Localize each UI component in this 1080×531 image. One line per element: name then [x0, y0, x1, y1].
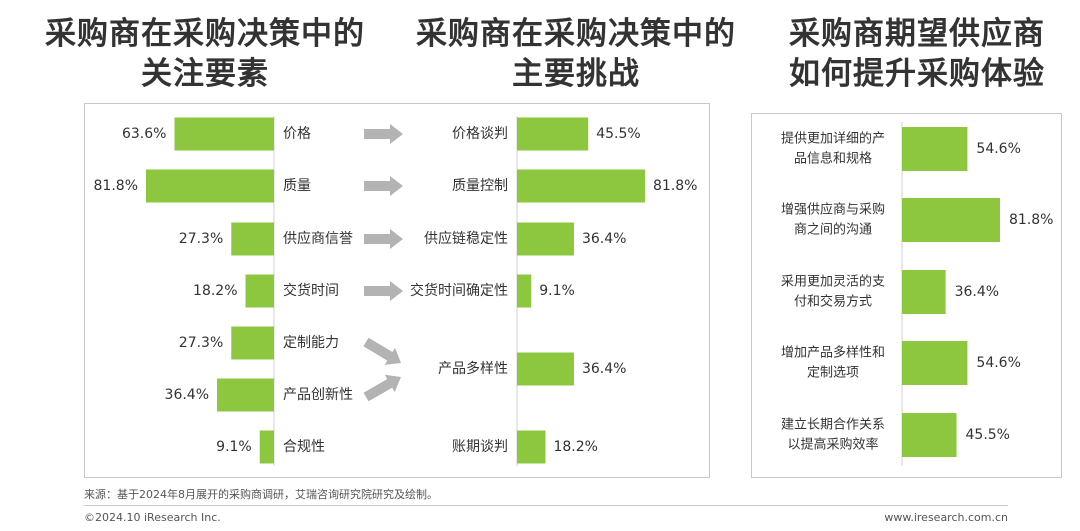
- left-bar: [174, 117, 274, 151]
- middle-value-label: 45.5%: [596, 126, 640, 142]
- left-category-label: 交货时间: [283, 282, 339, 299]
- right-bar: [902, 198, 1000, 242]
- left-category-label: 定制能力: [283, 335, 339, 351]
- middle-value-label: 9.1%: [539, 283, 575, 299]
- arrow-icon: [363, 374, 401, 402]
- left-value-label: 18.2%: [193, 283, 237, 299]
- middle-value-label: 81.8%: [653, 178, 697, 194]
- left-category-label: 供应商信誉: [283, 230, 353, 247]
- middle-category-label: 产品多样性: [438, 360, 508, 377]
- copyright: ©2024.10 iResearch Inc.: [84, 511, 221, 524]
- right-category-label: 采用更加灵活的支: [781, 274, 885, 290]
- left-value-label: 81.8%: [94, 178, 138, 194]
- left-bar: [146, 169, 274, 203]
- middle-category-label: 价格谈判: [452, 126, 508, 142]
- chart-title-expectations: 采购商期望供应商 如何提升采购体验: [762, 14, 1072, 94]
- left-value-label: 27.3%: [179, 335, 223, 351]
- middle-bar: [517, 117, 589, 151]
- left-bar: [231, 326, 274, 360]
- chart-title-challenges: 采购商在采购决策中的 主要挑战: [390, 14, 762, 94]
- left-value-label: 63.6%: [122, 126, 166, 142]
- right-category-label: 建立长期合作关系: [781, 418, 885, 433]
- right-category-label: 定制选项: [807, 366, 859, 381]
- left-bar: [217, 378, 274, 412]
- arrow-icon: [364, 176, 403, 196]
- left-category-label: 质量: [283, 178, 311, 194]
- right-bar: [902, 341, 968, 385]
- left-bar: [231, 222, 274, 256]
- left-value-label: 36.4%: [165, 387, 209, 403]
- right-value-label: 45.5%: [966, 427, 1010, 443]
- right-category-label: 品信息和规格: [794, 151, 872, 167]
- middle-bar: [517, 430, 546, 464]
- left-bar: [245, 274, 274, 308]
- middle-bar: [517, 274, 532, 308]
- source-note: 来源：基于2024年8月展开的采购商调研，艾瑞咨询研究院研究及绘制。: [84, 488, 438, 501]
- arrow-icon: [363, 337, 401, 365]
- left-value-label: 27.3%: [179, 231, 223, 247]
- right-value-label: 81.8%: [1009, 212, 1053, 228]
- middle-value-label: 36.4%: [582, 231, 626, 247]
- middle-category-label: 账期谈判: [452, 439, 508, 455]
- right-bar: [902, 413, 957, 457]
- left-bar: [259, 430, 274, 464]
- right-category-label: 付和交易方式: [794, 294, 872, 310]
- right-bar: [902, 270, 946, 314]
- chart-title-factors: 采购商在采购决策中的 关注要素: [20, 14, 390, 94]
- left-value-label: 9.1%: [216, 439, 252, 455]
- title-line: 如何提升采购体验: [789, 56, 1045, 92]
- right-category-label: 增强供应商与采购: [781, 202, 885, 218]
- title-line: 采购商在采购决策中的: [45, 16, 365, 52]
- middle-category-label: 交货时间确定性: [410, 282, 508, 299]
- left-category-label: 产品创新性: [283, 387, 353, 403]
- right-value-label: 54.6%: [976, 141, 1020, 157]
- middle-value-label: 18.2%: [553, 439, 597, 455]
- middle-value-label: 36.4%: [582, 361, 626, 377]
- right-category-label: 增加产品多样性和: [781, 345, 885, 361]
- right-category-label: 以提高采购效率: [787, 437, 878, 453]
- arrow-icon: [364, 281, 403, 301]
- right-value-label: 36.4%: [955, 284, 999, 300]
- right-category-label: 提供更加详细的产: [781, 131, 885, 147]
- title-line: 主要挑战: [512, 56, 640, 92]
- right-value-label: 54.6%: [976, 355, 1020, 371]
- website-url: www.iresearch.com.cn: [884, 511, 1008, 524]
- title-line: 采购商在采购决策中的: [416, 16, 736, 52]
- middle-bar: [517, 222, 574, 256]
- arrow-icon: [364, 229, 403, 249]
- arrow-icon: [364, 124, 403, 144]
- title-line: 采购商期望供应商: [789, 16, 1045, 52]
- left-category-label: 价格: [283, 126, 311, 142]
- middle-bar: [517, 169, 645, 203]
- footer-divider: [84, 505, 1008, 506]
- left-category-label: 合规性: [283, 439, 325, 455]
- right-category-label: 商之间的沟通: [794, 222, 872, 238]
- title-line: 关注要素: [141, 56, 269, 92]
- right-bar: [902, 127, 968, 171]
- middle-category-label: 质量控制: [452, 178, 508, 194]
- middle-category-label: 供应链稳定性: [424, 230, 508, 247]
- middle-bar: [517, 352, 574, 386]
